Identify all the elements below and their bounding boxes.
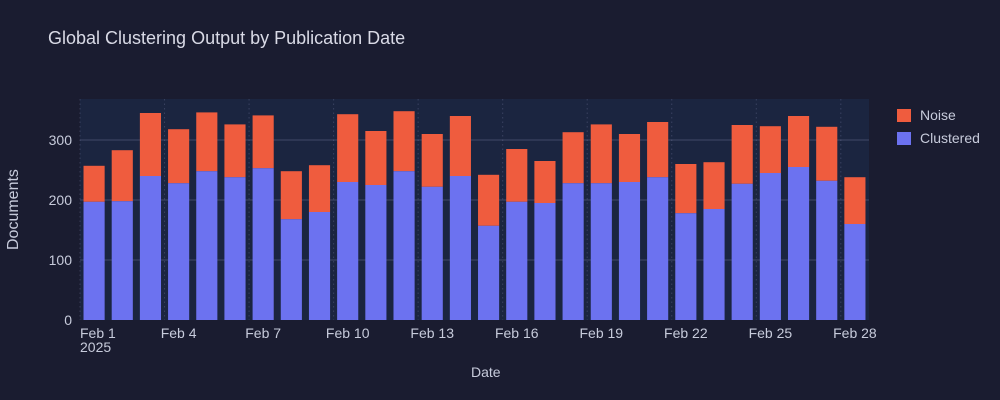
svg-text:200: 200	[49, 192, 73, 208]
svg-text:300: 300	[49, 132, 73, 148]
svg-text:Feb 22: Feb 22	[664, 325, 708, 341]
svg-text:Feb 16: Feb 16	[495, 325, 539, 341]
svg-text:Feb 28: Feb 28	[833, 325, 877, 341]
svg-text:Feb 7: Feb 7	[245, 325, 281, 341]
svg-text:100: 100	[49, 252, 73, 268]
svg-text:0: 0	[64, 312, 72, 328]
svg-text:Feb 13: Feb 13	[410, 325, 454, 341]
svg-text:Feb 19: Feb 19	[580, 325, 624, 341]
svg-text:Feb 25: Feb 25	[749, 325, 793, 341]
svg-text:Feb 4: Feb 4	[161, 325, 197, 341]
svg-text:Feb 10: Feb 10	[326, 325, 370, 341]
